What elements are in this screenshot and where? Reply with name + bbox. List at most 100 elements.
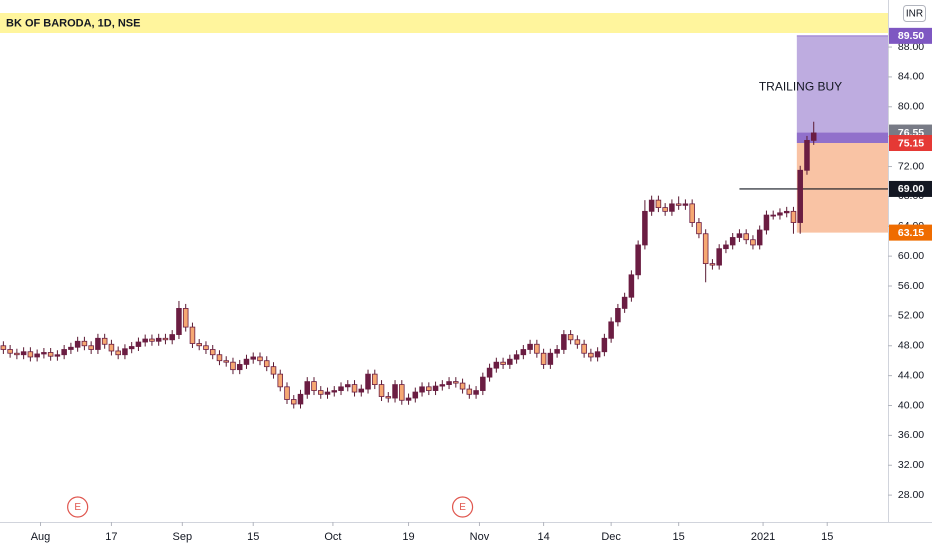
candle-body bbox=[648, 199, 655, 212]
candle-body bbox=[108, 343, 115, 352]
candle-body bbox=[135, 341, 142, 347]
candle-body bbox=[601, 337, 608, 353]
candle-body bbox=[345, 384, 351, 388]
candle-body bbox=[507, 358, 513, 365]
candle-body bbox=[669, 203, 675, 212]
candle-body bbox=[783, 210, 790, 214]
candle-body bbox=[290, 399, 297, 405]
candle-body bbox=[243, 358, 250, 365]
candle-body bbox=[581, 343, 587, 354]
y-tick-label: 40.00 bbox=[898, 399, 924, 411]
symbol-title: BK OF BARODA, 1D, NSE bbox=[6, 17, 140, 29]
candle-body bbox=[41, 352, 47, 355]
candle-body bbox=[149, 338, 155, 342]
candle-body bbox=[142, 338, 148, 343]
candle-body bbox=[61, 349, 67, 356]
y-tick-label: 80.00 bbox=[898, 101, 924, 113]
candle-body bbox=[122, 348, 128, 356]
candle-body bbox=[338, 386, 344, 391]
candle-body bbox=[176, 308, 182, 335]
candle-body bbox=[250, 356, 256, 360]
profit-zone bbox=[796, 35, 888, 133]
candle-body bbox=[642, 210, 648, 246]
candle-body bbox=[682, 203, 689, 206]
candle-body bbox=[621, 296, 628, 309]
stop-zone bbox=[796, 143, 888, 233]
candle-body bbox=[513, 354, 520, 360]
candle-body bbox=[594, 351, 601, 358]
candle-body bbox=[304, 381, 311, 395]
currency-label[interactable]: INR bbox=[906, 9, 923, 20]
candle-body bbox=[216, 354, 223, 362]
candle-body bbox=[655, 199, 662, 209]
candle-body bbox=[331, 390, 338, 393]
candle-body bbox=[74, 340, 81, 348]
candle-body bbox=[743, 233, 749, 241]
candle-body bbox=[7, 349, 13, 354]
candle-body bbox=[453, 381, 459, 384]
candle-body bbox=[662, 207, 668, 212]
candle-body bbox=[446, 381, 452, 385]
candle-body bbox=[223, 360, 229, 363]
candle-body bbox=[696, 222, 702, 235]
candle-body bbox=[716, 248, 722, 266]
event-marker bbox=[451, 496, 474, 518]
candle-body bbox=[493, 361, 500, 369]
x-tick-label: 19 bbox=[402, 531, 414, 543]
position-label: TRAILING BUY bbox=[759, 79, 842, 93]
candle-body bbox=[189, 326, 196, 344]
candle-body bbox=[284, 386, 290, 400]
candle-body bbox=[317, 390, 324, 395]
candle-body bbox=[68, 346, 74, 350]
candle-body bbox=[608, 321, 614, 339]
event-marker bbox=[67, 496, 89, 518]
candle-body bbox=[709, 263, 716, 266]
candle-body bbox=[277, 373, 284, 388]
candle-body bbox=[689, 203, 695, 223]
candle-body bbox=[27, 351, 34, 358]
candle-body bbox=[365, 373, 371, 390]
candle-body bbox=[14, 352, 20, 356]
candle-body bbox=[257, 356, 263, 362]
x-tick-label: Sep bbox=[173, 531, 193, 543]
candle-body bbox=[405, 397, 412, 401]
price-tag bbox=[889, 27, 932, 44]
candle-body bbox=[635, 244, 641, 276]
candle-body bbox=[459, 382, 466, 390]
y-tick-label: 44.00 bbox=[898, 369, 924, 381]
candle-body bbox=[20, 351, 27, 356]
y-tick-label: 60.00 bbox=[898, 250, 924, 262]
x-tick-label: Oct bbox=[324, 531, 341, 543]
x-tick-label: 15 bbox=[821, 531, 833, 543]
candle-body bbox=[324, 391, 331, 395]
candle-body bbox=[736, 233, 743, 238]
candle-body bbox=[588, 352, 594, 358]
candle-body bbox=[561, 334, 567, 350]
candle-body bbox=[88, 345, 94, 350]
candle-body bbox=[155, 337, 162, 342]
candle-body bbox=[270, 366, 277, 375]
candle-body bbox=[209, 349, 216, 356]
x-tick-label: 15 bbox=[247, 531, 259, 543]
candle-body bbox=[763, 214, 770, 231]
candle-body bbox=[804, 139, 810, 171]
candle-body bbox=[169, 334, 175, 341]
candle-body bbox=[385, 396, 392, 399]
y-tick-label: 28.00 bbox=[898, 489, 924, 501]
currency-box[interactable] bbox=[903, 5, 926, 22]
candle-body bbox=[473, 390, 479, 395]
price-tag-label: 63.15 bbox=[898, 227, 924, 239]
x-tick-label: 2021 bbox=[751, 531, 775, 543]
candle-body bbox=[54, 354, 61, 357]
event-label: E bbox=[74, 502, 81, 513]
candle-body bbox=[182, 308, 189, 328]
price-tag-label: 75.15 bbox=[898, 137, 924, 149]
x-tick-label: 14 bbox=[537, 531, 549, 543]
x-tick-label: 17 bbox=[105, 531, 117, 543]
candle-body bbox=[702, 233, 709, 265]
x-tick-label: 15 bbox=[673, 531, 685, 543]
y-tick-label: 84.00 bbox=[898, 71, 924, 83]
candle-body bbox=[527, 343, 533, 350]
candle-body bbox=[486, 367, 493, 378]
